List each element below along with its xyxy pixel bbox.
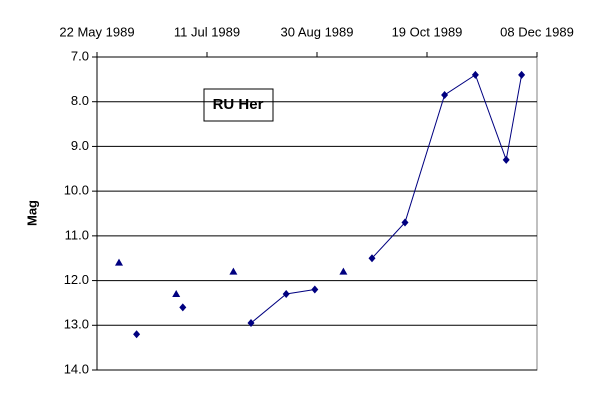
y-tick-label: 12.0 (64, 272, 89, 287)
diamond-marker (471, 70, 479, 79)
triangle-marker (115, 258, 123, 266)
y-tick-label: 11.0 (65, 227, 89, 242)
plot-area (96, 56, 538, 371)
triangle-marker (339, 267, 348, 275)
x-tick-label: 11 Jul 1989 (174, 24, 240, 39)
diamond-marker (502, 155, 510, 164)
y-tick-label: 7.0 (71, 48, 89, 63)
diamond-marker (247, 319, 255, 328)
diamond-marker (311, 285, 319, 294)
x-tick-label: 30 Aug 1989 (280, 24, 353, 39)
series-line (250, 74, 523, 324)
y-axis-label: Mag (24, 200, 39, 226)
diamond-marker (518, 70, 526, 79)
triangle-marker (172, 289, 181, 297)
diamond-marker (368, 254, 376, 263)
x-tick-label: 08 Dec 1989 (500, 24, 574, 39)
diamond-marker (401, 218, 409, 227)
y-tick-label: 14.0 (64, 361, 89, 376)
annotation: RU Her (213, 96, 264, 113)
annotation-box (203, 88, 274, 122)
diamond-marker (133, 330, 141, 339)
diamond-marker (282, 289, 290, 298)
triangle-marker (229, 267, 238, 275)
y-tick-label: 9.0 (71, 138, 89, 153)
x-tick-label: 19 Oct 1989 (392, 24, 463, 39)
x-tick-label: 22 May 1989 (59, 24, 134, 39)
diamond-marker (441, 91, 449, 100)
y-tick-label: 8.0 (71, 93, 89, 108)
y-tick-label: 10.0 (64, 183, 89, 198)
diamond-marker (179, 303, 187, 312)
y-tick-label: 13.0 (64, 317, 89, 332)
